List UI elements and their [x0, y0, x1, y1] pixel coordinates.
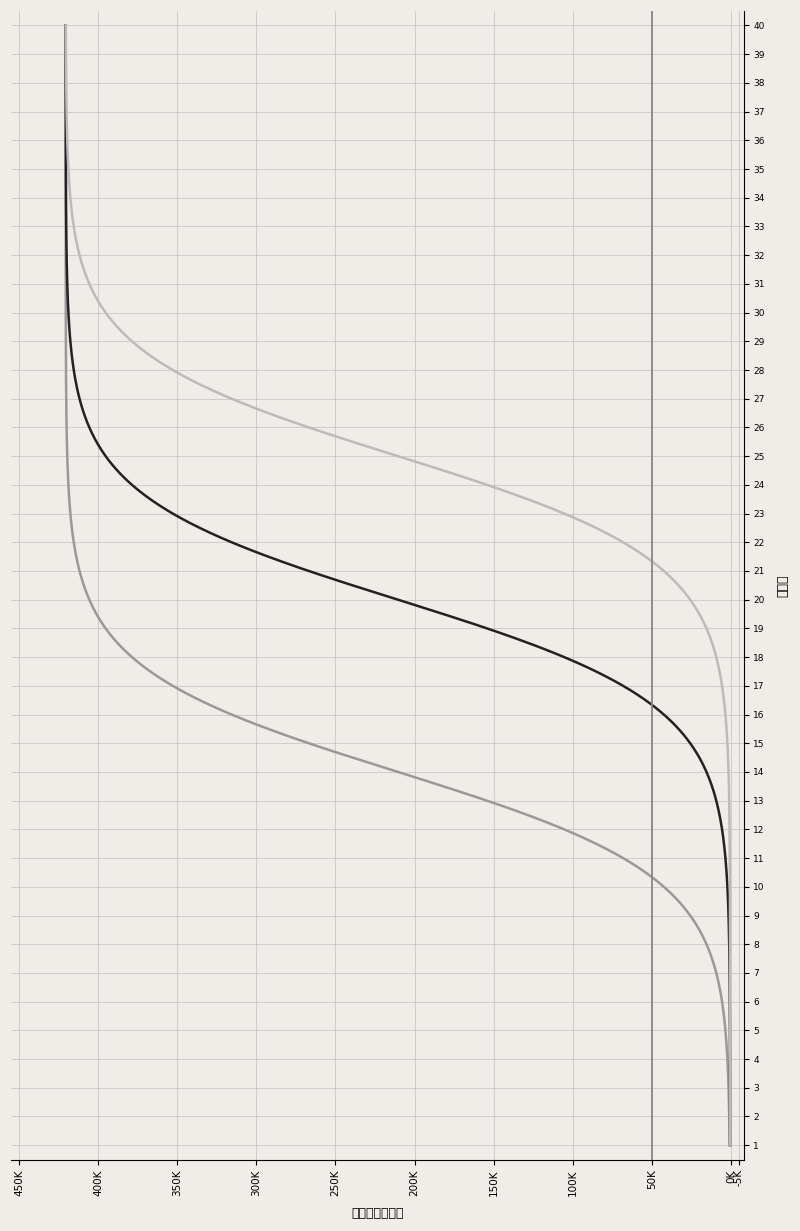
- X-axis label: 荆光拟合曲线数: 荆光拟合曲线数: [351, 1206, 403, 1220]
- Y-axis label: 循环数: 循环数: [776, 574, 789, 597]
